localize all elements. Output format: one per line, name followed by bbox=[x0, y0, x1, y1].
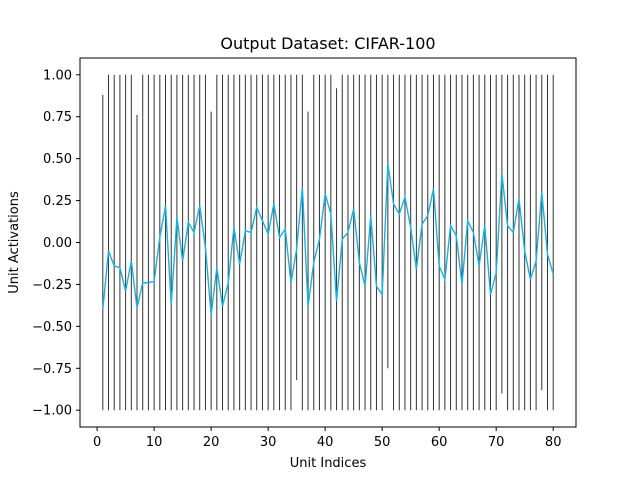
x-tick-label: 80 bbox=[545, 435, 562, 450]
activation-series bbox=[102, 163, 554, 315]
x-tick-label: 40 bbox=[317, 435, 334, 450]
y-tick-label: −1.00 bbox=[32, 404, 72, 419]
x-tick-label: 0 bbox=[93, 435, 101, 450]
y-tick-label: −0.25 bbox=[32, 278, 72, 293]
y-tick-label: −0.50 bbox=[32, 320, 72, 335]
x-tick-label: 10 bbox=[146, 435, 163, 450]
x-tick-label: 30 bbox=[260, 435, 277, 450]
y-tick-label: 0.50 bbox=[43, 152, 72, 167]
y-tick-label: −0.75 bbox=[32, 362, 72, 377]
x-tick-label: 20 bbox=[203, 435, 220, 450]
x-axis-ticks: 0 10 20 30 40 50 60 70 80 bbox=[93, 427, 562, 450]
x-tick-label: 50 bbox=[374, 435, 391, 450]
y-tick-label: 0.25 bbox=[43, 194, 72, 209]
y-axis-ticks: −1.00 −0.75 −0.50 −0.25 0.00 0.25 0.50 0.75 1.00 bbox=[32, 68, 80, 419]
range-bars bbox=[102, 74, 554, 411]
activation-line bbox=[102, 163, 554, 315]
x-tick-label: 60 bbox=[431, 435, 448, 450]
y-tick-label: 0.00 bbox=[43, 236, 72, 251]
y-axis-title: Unit Activations bbox=[7, 191, 22, 294]
y-tick-label: 0.75 bbox=[43, 110, 72, 125]
y-tick-label: 1.00 bbox=[43, 68, 72, 83]
x-axis-title: Unit Indices bbox=[290, 456, 367, 471]
chart-title: Output Dataset: CIFAR-100 bbox=[220, 34, 435, 53]
x-tick-label: 70 bbox=[488, 435, 505, 450]
